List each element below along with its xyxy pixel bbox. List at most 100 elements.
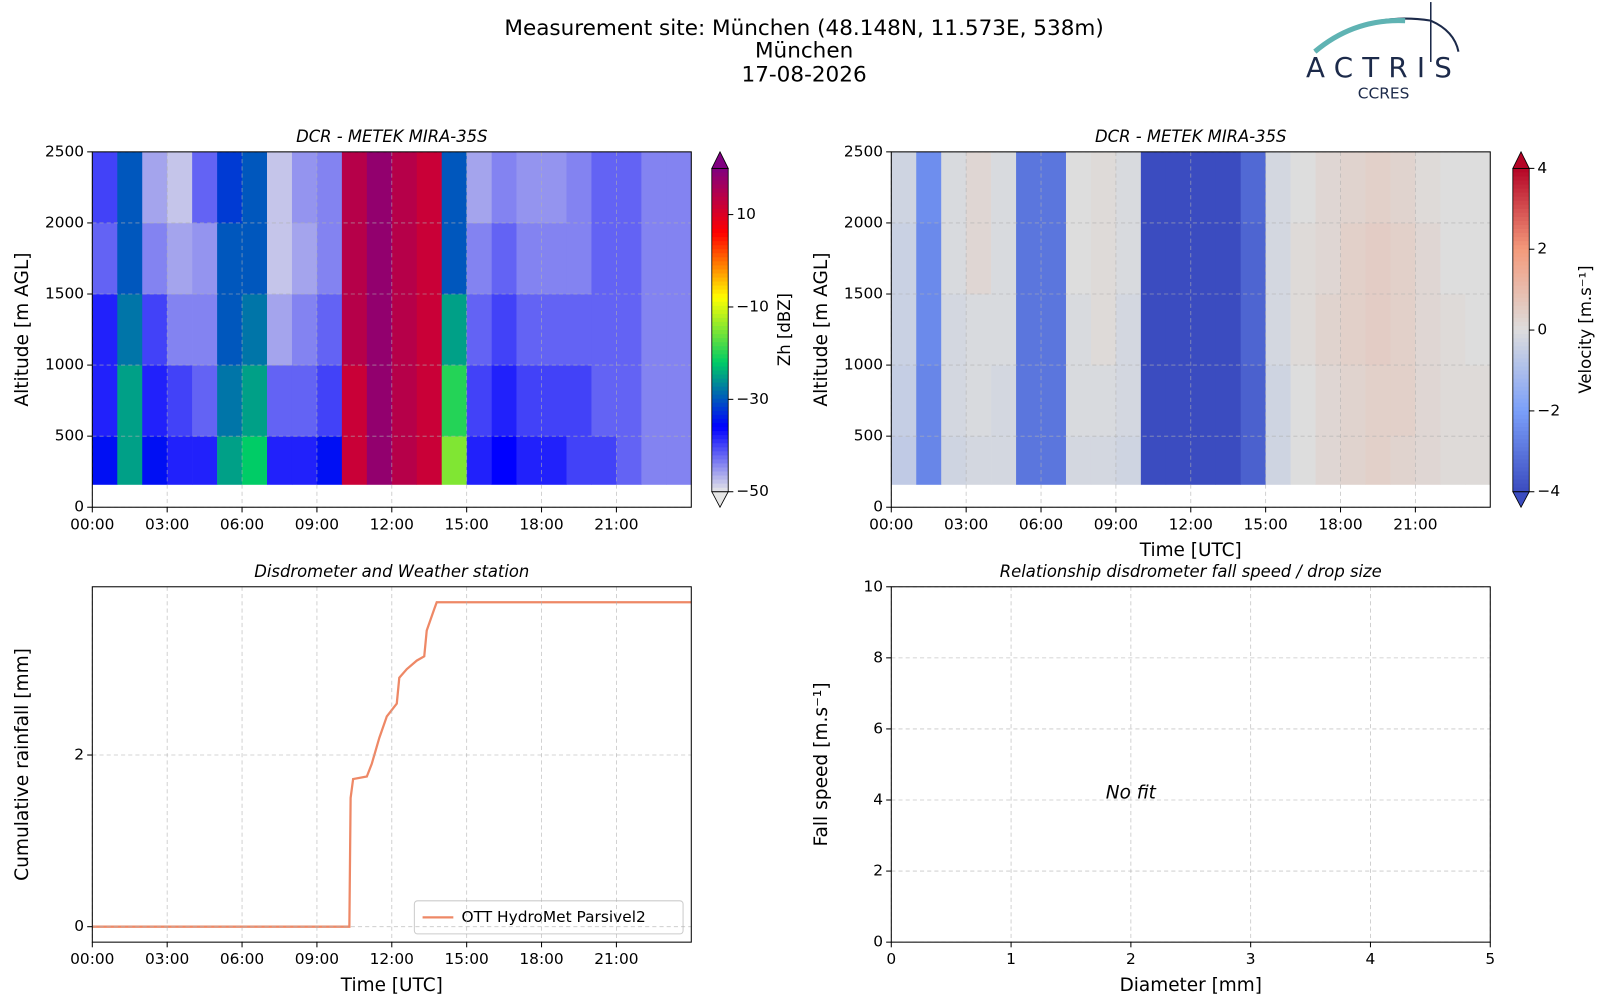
heatmap-cell: [416, 436, 443, 485]
heatmap-cell: [941, 151, 967, 224]
heatmap-cell: [142, 436, 168, 485]
colorbar-slice: [1512, 293, 1530, 299]
heatmap-cell: [1365, 294, 1391, 366]
chart-panel: Disdrometer and Weather station OTT Hydro…: [12, 562, 692, 996]
colorbar-slice: [1512, 269, 1530, 274]
colorbar-slice: [1512, 196, 1530, 202]
colorbar-slice: [711, 269, 729, 274]
heatmap-cell: [441, 222, 467, 295]
heatmap-cell: [267, 151, 293, 224]
heatmap-cell: [1415, 294, 1441, 366]
x-axis-label: Time [UTC]: [340, 975, 443, 996]
heatmap-cell: [641, 365, 667, 437]
x-tick-label: 12:00: [370, 515, 414, 533]
heatmap-cell: [1090, 222, 1117, 295]
y-tick-label: 500: [55, 427, 84, 445]
colorbar-slice: [1512, 435, 1530, 440]
heatmap-cell: [441, 436, 467, 485]
heatmap-cell: [466, 365, 492, 437]
y-tick-label: 2: [74, 745, 84, 763]
y-tick-label: 500: [854, 427, 883, 445]
heatmap-cell: [242, 365, 268, 437]
colorbar-slice: [1512, 285, 1530, 291]
heatmap-cell: [267, 365, 293, 437]
colorbar-slice: [711, 192, 729, 198]
heatmap-cell: [591, 365, 617, 437]
heatmap-cell: [92, 436, 118, 485]
heatmap-cell: [267, 294, 293, 366]
colorbar-slice: [711, 394, 729, 400]
heatmap-cell: [1190, 365, 1217, 437]
colorbar-slice: [1512, 176, 1530, 182]
heatmap-cell: [316, 365, 343, 437]
colorbar-extend-bottom: [1512, 491, 1530, 509]
heatmap-cell: [1041, 294, 1067, 366]
heatmap-cell: [516, 151, 542, 224]
heatmap-cell: [1340, 151, 1366, 224]
x-tick-label: 03:00: [944, 515, 988, 533]
heatmap-cell: [1315, 222, 1341, 295]
colorbar-slice: [1512, 273, 1530, 279]
colorbar-slice: [711, 455, 729, 460]
y-tick-label: 1000: [844, 356, 883, 374]
colorbar-slice: [711, 204, 729, 210]
y-tick-label: 1500: [45, 284, 84, 302]
colorbar-tick-label: 4: [1537, 159, 1547, 177]
heatmap-cell: [117, 294, 143, 366]
colorbar-slice: [1512, 192, 1530, 198]
y-tick-label: 0: [74, 498, 84, 516]
heatmap-cell: [1240, 151, 1266, 224]
heatmap-cell: [491, 294, 517, 366]
x-tick-label: 2: [1126, 950, 1136, 968]
x-tick-label: 12:00: [370, 950, 414, 968]
y-tick-label: 6: [873, 719, 883, 737]
heatmap-cell: [941, 294, 967, 366]
colorbar-slice: [1512, 301, 1530, 307]
heatmap-cell: [491, 222, 517, 295]
colorbar-slice: [711, 483, 729, 489]
colorbar-slice: [711, 362, 729, 367]
heatmap-cell: [142, 151, 168, 224]
colorbar-slice: [711, 342, 729, 347]
heatmap-cell: [267, 436, 293, 485]
colorbar-slice: [1512, 342, 1530, 347]
colorbar-slice: [711, 172, 729, 177]
colorbar-slice: [1512, 281, 1530, 287]
colorbar-slice: [711, 309, 729, 315]
x-tick-label: 09:00: [1094, 515, 1138, 533]
heatmap-cell: [991, 365, 1017, 437]
heatmap-cell: [591, 151, 617, 224]
colorbar-slice: [711, 229, 729, 234]
colorbar-slice: [1512, 382, 1530, 388]
colorbar-slice: [1512, 208, 1530, 214]
heatmap-cell: [192, 151, 218, 224]
colorbar-slice: [711, 285, 729, 291]
colorbar-slice: [1512, 305, 1530, 311]
heatmap-cell: [1465, 294, 1491, 366]
y-tick-label: 2000: [45, 213, 84, 231]
heatmap-cell: [1265, 294, 1291, 366]
heatmap-cell: [541, 222, 567, 295]
heatmap-cell: [566, 436, 592, 485]
heatmap-cell: [341, 365, 368, 437]
heatmap-cell: [1215, 222, 1241, 295]
colorbar-label: Velocity [m.s⁻¹]: [1576, 265, 1595, 393]
heatmap-cell: [541, 436, 567, 485]
heatmap-cell: [1090, 294, 1117, 366]
x-tick-label: 18:00: [1318, 515, 1362, 533]
heatmap-cell: [491, 436, 517, 485]
y-tick-label: 10: [863, 577, 883, 595]
heatmap-cell: [966, 365, 992, 437]
heatmap-cell: [1290, 294, 1316, 366]
heatmap-cell: [666, 436, 692, 485]
chart-title: DCR - METEK MIRA-35S: [1095, 127, 1286, 146]
heatmap-cell: [541, 294, 567, 366]
x-tick-label: 21:00: [594, 515, 638, 533]
colorbar-slice: [1512, 447, 1530, 452]
colorbar-slice: [1512, 410, 1530, 416]
heatmap-cell: [1265, 222, 1291, 295]
heatmap-cell: [566, 222, 592, 295]
x-tick-label: 15:00: [444, 515, 488, 533]
heatmap-cell: [1140, 222, 1167, 295]
x-tick-label: 4: [1366, 950, 1376, 968]
